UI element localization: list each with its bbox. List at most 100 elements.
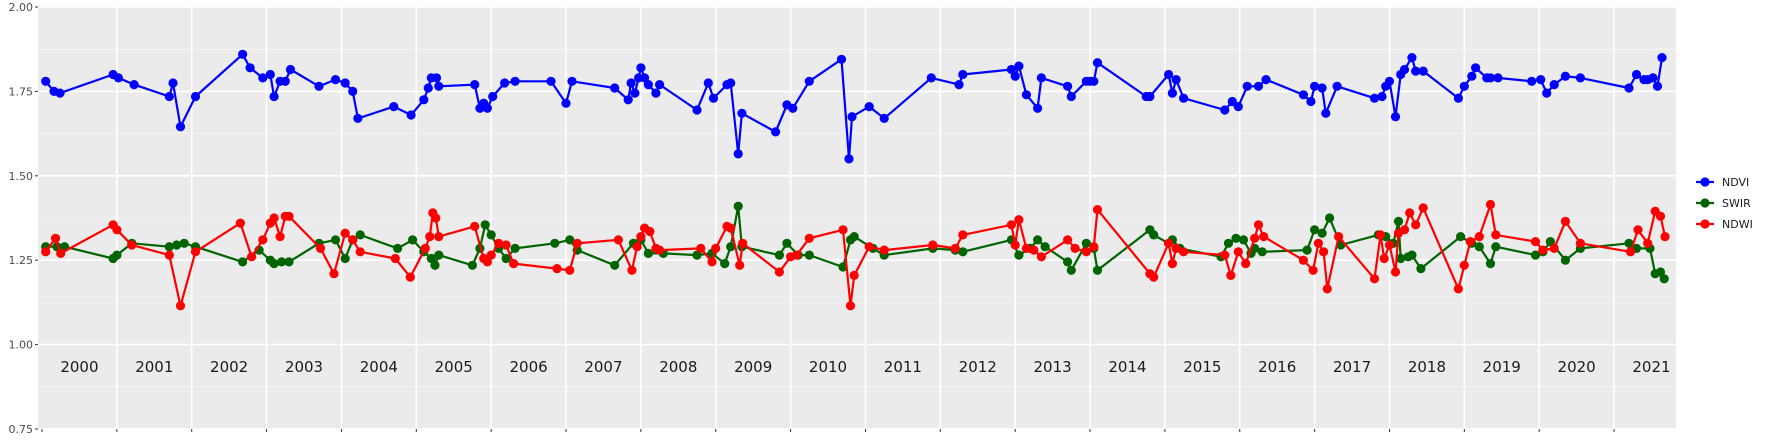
data-point-ndwi <box>1405 208 1415 218</box>
data-point-ndvi <box>1471 63 1481 73</box>
data-point-ndvi <box>655 80 665 90</box>
data-point-ndwi <box>1369 274 1380 284</box>
data-point-ndwi <box>1334 232 1344 242</box>
data-point-swir <box>1092 265 1103 275</box>
data-point-ndwi <box>355 247 365 257</box>
data-point-swir <box>1063 257 1073 267</box>
data-point-swir <box>1396 253 1406 264</box>
data-point-ndvi <box>1418 66 1428 76</box>
data-point-ndvi <box>626 78 636 88</box>
data-point-ndvi <box>500 78 510 88</box>
data-point-ndwi <box>1485 199 1496 210</box>
data-point-ndvi <box>419 95 429 105</box>
data-point-swir <box>1081 238 1091 248</box>
data-point-ndvi <box>55 88 65 98</box>
data-point-ndwi <box>1089 242 1099 252</box>
data-point-ndwi <box>1081 247 1091 257</box>
data-point-ndvi <box>1066 91 1076 102</box>
data-point-swir <box>277 257 287 267</box>
data-point-ndwi <box>632 242 642 252</box>
data-point-ndvi <box>330 75 341 85</box>
data-point-ndwi <box>1465 237 1475 247</box>
data-point-ndwi <box>431 213 441 223</box>
data-point-swir <box>408 235 418 245</box>
data-point-ndwi <box>1655 211 1666 221</box>
data-point-ndwi <box>1006 220 1017 230</box>
data-point-ndvi <box>238 49 248 59</box>
data-point-ndvi <box>623 95 633 105</box>
data-point-ndvi <box>1536 75 1546 85</box>
data-point-ndvi <box>692 105 702 115</box>
data-point-swir <box>1325 213 1335 223</box>
data-point-swir <box>1223 238 1234 248</box>
data-point-ndwi <box>1390 267 1401 277</box>
data-point-ndwi <box>1092 205 1103 215</box>
data-point-swir <box>782 238 792 248</box>
year-label: 2001 <box>135 358 173 376</box>
y-tick-label: 1.50 <box>9 170 34 183</box>
data-point-swir <box>550 238 560 248</box>
data-point-swir <box>1545 237 1555 247</box>
year-label: 2006 <box>509 358 547 376</box>
data-point-ndwi <box>1036 252 1046 262</box>
legend-item-swir: SWIR <box>1696 197 1751 210</box>
data-point-ndvi <box>1306 96 1316 107</box>
data-point-swir <box>510 243 520 253</box>
data-point-swir <box>1257 247 1267 257</box>
data-point-ndvi <box>926 73 936 83</box>
data-point-ndwi <box>958 230 968 240</box>
data-point-swir <box>1530 250 1541 260</box>
data-point-ndwi <box>1241 259 1251 269</box>
data-point-ndwi <box>1530 237 1541 247</box>
data-point-ndwi <box>1474 232 1484 242</box>
data-point-ndwi <box>247 252 257 262</box>
data-point-swir <box>393 243 403 253</box>
data-point-swir <box>565 235 575 245</box>
data-point-ndvi <box>353 113 363 123</box>
y-axis: 0.75 1.00 1.25 1.50 1.75 2.00 <box>9 1 38 436</box>
legend-key-point <box>1700 219 1710 229</box>
data-point-ndwi <box>655 245 665 255</box>
data-point-ndwi <box>235 218 245 228</box>
year-label: 2008 <box>659 358 697 376</box>
data-point-ndvi <box>844 154 854 164</box>
y-tick-label: 1.00 <box>9 339 34 352</box>
data-point-swir <box>1659 274 1669 284</box>
data-point-ndwi <box>627 265 637 275</box>
data-point-ndvi <box>1179 93 1189 103</box>
data-point-ndwi <box>315 243 326 253</box>
data-point-ndvi <box>1298 90 1308 100</box>
data-point-ndvi <box>1527 76 1537 86</box>
data-point-ndvi <box>1467 71 1477 81</box>
data-point-ndwi <box>1399 225 1410 235</box>
data-point-ndwi <box>1319 247 1329 257</box>
data-point-ndvi <box>389 102 399 112</box>
data-point-swir <box>1456 232 1466 242</box>
data-point-swir <box>238 257 248 267</box>
data-point-ndwi <box>1259 232 1269 242</box>
data-point-ndwi <box>1560 216 1570 226</box>
year-label: 2004 <box>360 358 398 376</box>
data-point-ndvi <box>1261 75 1271 85</box>
data-point-swir <box>1491 242 1501 252</box>
data-point-ndwi <box>1233 247 1243 257</box>
data-point-ndwi <box>565 265 575 275</box>
data-point-ndvi <box>636 63 646 73</box>
year-label: 2013 <box>1034 358 1072 376</box>
data-point-ndvi <box>630 88 640 98</box>
data-point-ndwi <box>1021 243 1031 253</box>
data-point-ndwi <box>1250 233 1260 243</box>
year-label: 2005 <box>435 358 473 376</box>
data-point-ndwi <box>329 269 339 279</box>
data-point-ndvi <box>1575 73 1585 83</box>
data-point-ndvi <box>1317 83 1327 93</box>
data-point-ndvi <box>1332 81 1342 91</box>
data-point-ndvi <box>1227 96 1237 107</box>
data-point-ndwi <box>127 240 137 250</box>
data-point-ndwi <box>1459 260 1469 270</box>
data-point-swir <box>1416 264 1426 274</box>
data-point-ndvi <box>567 76 577 86</box>
data-point-swir <box>1238 235 1249 245</box>
data-point-ndwi <box>1322 284 1332 294</box>
